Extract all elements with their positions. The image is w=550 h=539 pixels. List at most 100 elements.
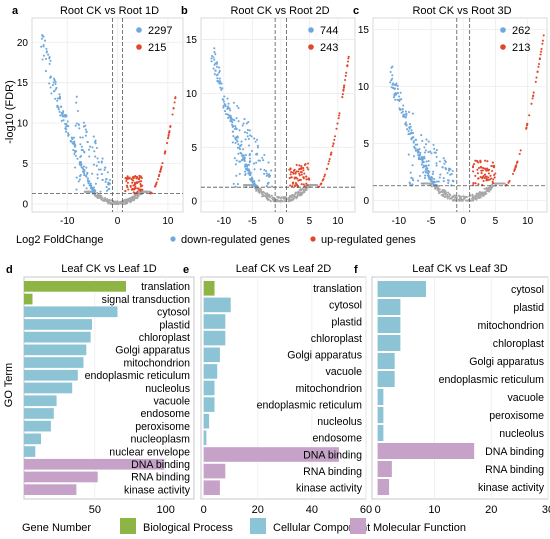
point-down: [438, 160, 441, 163]
bar-RNA-binding: [24, 471, 98, 483]
point-ns: [288, 196, 291, 199]
bar-endosome: [24, 408, 54, 419]
point-ns: [287, 198, 290, 201]
point-up: [307, 168, 310, 171]
point-down: [74, 154, 77, 157]
point-down: [424, 168, 427, 171]
point-down: [88, 180, 91, 183]
x-tick-label: 5: [307, 216, 313, 227]
point-up: [124, 189, 127, 193]
point-up: [342, 88, 345, 91]
point-down: [249, 134, 252, 137]
point-up: [298, 174, 301, 177]
go-panel-e: 0 20 40 60 translation cytosol plastid chloropl…: [183, 263, 372, 516]
point-up: [338, 112, 341, 115]
point-down: [75, 176, 78, 179]
volcano-panel-b: -10 -5 0 5 10 0 5 10 15 b Root CK vs Root 2D 744 243: [181, 5, 356, 227]
point-ns: [271, 198, 275, 201]
plot-area: [200, 276, 367, 500]
point-up: [347, 55, 350, 58]
point-down: [447, 167, 450, 170]
point-ns: [109, 202, 112, 205]
point-down: [97, 168, 100, 171]
point-down: [412, 155, 416, 158]
point-up: [490, 177, 493, 180]
point-up: [298, 172, 301, 175]
point-down: [404, 121, 407, 124]
point-down: [248, 161, 251, 164]
category-label: nucleolus: [145, 383, 190, 395]
panel-letter: f: [354, 264, 358, 276]
point-up: [319, 183, 322, 186]
point-ns: [258, 188, 261, 191]
point-up: [329, 153, 333, 156]
point-down: [267, 181, 270, 184]
bar-DNA-binding: [24, 458, 165, 470]
point-up: [292, 172, 295, 175]
point-down: [411, 164, 414, 167]
point-ns: [245, 184, 248, 187]
point-up: [171, 113, 174, 116]
bar-chloroplast: [377, 335, 401, 351]
bar-vacuole: [203, 364, 218, 379]
point-down: [72, 136, 75, 139]
point-down: [243, 118, 246, 121]
volcano-panels: -10 0 10 0 5 10 15 20 a Root CK vs Root 1D 2297 215…: [12, 5, 548, 227]
point-up: [305, 178, 308, 181]
point-up: [303, 172, 306, 175]
category-label: nuclear envelope: [109, 446, 190, 458]
point-down: [420, 134, 423, 137]
point-down: [56, 106, 59, 109]
point-down: [107, 181, 110, 185]
point-down: [402, 104, 405, 107]
point-ns: [116, 200, 119, 203]
bar-translation: [24, 281, 126, 292]
point-ns: [124, 199, 127, 202]
point-down: [94, 155, 97, 158]
point-ns: [312, 184, 315, 187]
y-tick-label: 0: [191, 197, 197, 208]
point-up: [474, 182, 477, 185]
point-ns: [270, 194, 273, 197]
point-up: [159, 170, 162, 173]
point-down: [238, 148, 242, 151]
point-up: [513, 168, 516, 171]
point-up: [489, 174, 492, 177]
point-down: [251, 179, 254, 182]
point-down: [248, 171, 251, 174]
point-ns: [451, 195, 454, 198]
panel-title: Leaf CK vs Leaf 1D: [61, 263, 156, 275]
point-down: [246, 129, 249, 132]
point-ns: [448, 194, 451, 197]
point-up: [508, 179, 511, 183]
point-ns: [490, 186, 493, 189]
point-down: [421, 139, 424, 142]
point-up: [131, 181, 134, 184]
point-down: [396, 92, 399, 95]
point-down: [57, 108, 60, 111]
point-down: [234, 185, 237, 188]
point-down: [73, 152, 76, 156]
point-down: [430, 180, 433, 183]
point-down: [89, 145, 92, 148]
bar-mitochondrion: [24, 357, 84, 368]
point-down: [435, 164, 438, 167]
point-down: [66, 120, 69, 123]
point-ns: [464, 199, 467, 202]
point-ns: [482, 193, 485, 196]
point-down: [62, 110, 65, 113]
point-down: [409, 171, 412, 174]
point-up: [127, 188, 130, 191]
point-ns: [448, 197, 451, 200]
point-up: [297, 170, 300, 173]
point-down: [67, 132, 70, 135]
point-ns: [133, 194, 136, 197]
point-down: [219, 86, 222, 89]
volcano-y-label: -log10 (FDR): [4, 80, 16, 144]
point-down: [104, 180, 107, 183]
point-up: [344, 78, 347, 82]
point-up: [472, 170, 475, 173]
x-tick-label: 0: [460, 216, 466, 227]
point-down: [249, 178, 252, 181]
point-up: [477, 161, 480, 164]
